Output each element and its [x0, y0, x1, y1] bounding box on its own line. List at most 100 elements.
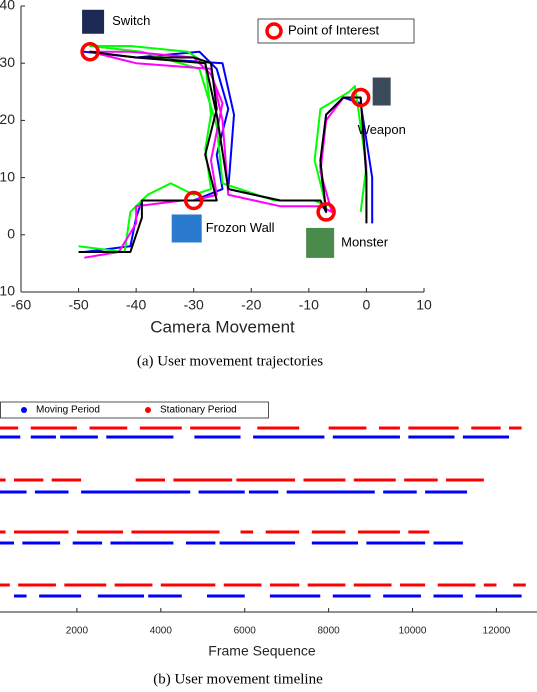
- period-segment: [220, 542, 296, 545]
- period-segment: [140, 427, 182, 430]
- period-segment: [186, 542, 215, 545]
- period-segment: [31, 436, 56, 439]
- legend-label: Stationary Period: [160, 405, 237, 416]
- x-tick-label: -60: [11, 297, 31, 313]
- legend-label: Moving Period: [36, 405, 100, 416]
- x-tick-label: 8000: [318, 626, 341, 637]
- x-tick-label: -10: [299, 297, 319, 313]
- period-segment: [0, 427, 18, 430]
- period-segment: [329, 427, 367, 430]
- period-segment: [408, 531, 429, 534]
- period-segment: [207, 595, 245, 598]
- period-segment: [0, 542, 14, 545]
- period-segment: [513, 584, 526, 587]
- period-segment: [270, 595, 320, 598]
- x-tick-label: 4000: [150, 626, 173, 637]
- figure: -60-50-40-30-20-10010-10010203040Camera …: [0, 0, 537, 692]
- x-tick-label: -40: [126, 297, 146, 313]
- period-segment: [39, 595, 81, 598]
- period-segment: [73, 542, 102, 545]
- y-tick-label: 0: [7, 226, 15, 242]
- poi-label: Switch: [112, 13, 150, 28]
- period-segment: [425, 491, 467, 494]
- y-tick-label: 10: [0, 168, 15, 184]
- period-segment: [31, 427, 77, 430]
- period-segment: [14, 595, 27, 598]
- period-segment: [0, 531, 6, 534]
- period-segment: [303, 479, 345, 482]
- period-segment: [0, 479, 6, 482]
- period-segment: [173, 479, 232, 482]
- period-segment: [14, 479, 43, 482]
- period-segment: [463, 436, 509, 439]
- period-segment: [161, 584, 216, 587]
- period-segment: [400, 584, 425, 587]
- caption: (a) User movement trajectories: [137, 353, 323, 369]
- x-tick-label: 0: [363, 297, 371, 313]
- period-segment: [81, 491, 190, 494]
- period-segment: [22, 542, 60, 545]
- period-segment: [266, 531, 300, 534]
- period-segment: [257, 427, 299, 430]
- period-segment: [194, 436, 240, 439]
- period-segment: [404, 479, 438, 482]
- period-segment: [106, 436, 173, 439]
- legend-label: Point of Interest: [288, 22, 379, 37]
- poi-label: Frozon Wall: [206, 220, 275, 235]
- y-tick-label: 20: [0, 111, 15, 127]
- poi-label: Monster: [341, 234, 389, 249]
- period-segment: [64, 584, 106, 587]
- poi-icon: [306, 228, 334, 258]
- period-segment: [383, 595, 421, 598]
- period-segment: [148, 595, 182, 598]
- period-segment: [115, 584, 153, 587]
- period-segment: [60, 436, 98, 439]
- period-segment: [136, 479, 165, 482]
- period-segment: [383, 491, 417, 494]
- period-segment: [333, 436, 400, 439]
- period-segment: [475, 595, 521, 598]
- period-segment: [408, 427, 458, 430]
- period-segment: [438, 584, 476, 587]
- period-segment: [434, 595, 463, 598]
- period-segment: [241, 531, 254, 534]
- period-segment: [354, 584, 392, 587]
- x-tick-label: 10000: [399, 626, 427, 637]
- period-segment: [224, 584, 262, 587]
- period-segment: [308, 584, 346, 587]
- period-segment: [249, 491, 278, 494]
- x-tick-label: 6000: [234, 626, 257, 637]
- period-segment: [366, 542, 425, 545]
- poi-icon: [172, 214, 202, 242]
- poi-icon: [373, 78, 391, 106]
- y-tick-label: -10: [0, 283, 15, 299]
- period-segment: [110, 542, 173, 545]
- poi-label: Weapon: [358, 122, 406, 137]
- x-tick-label: -50: [68, 297, 88, 313]
- period-segment: [199, 491, 245, 494]
- legend-marker: [145, 407, 151, 413]
- period-segment: [287, 491, 375, 494]
- x-tick-label: 2000: [66, 626, 89, 637]
- period-segment: [236, 479, 295, 482]
- x-tick-label: 10: [416, 297, 432, 313]
- period-segment: [312, 531, 346, 534]
- legend-marker: [21, 407, 27, 413]
- period-segment: [434, 542, 463, 545]
- period-segment: [509, 427, 522, 430]
- x-tick-label: 12000: [483, 626, 511, 637]
- period-segment: [190, 427, 240, 430]
- period-segment: [312, 542, 358, 545]
- x-axis-label: Frame Sequence: [208, 643, 316, 659]
- period-segment: [52, 479, 81, 482]
- period-segment: [18, 584, 56, 587]
- period-segment: [471, 427, 500, 430]
- period-segment: [358, 531, 400, 534]
- period-segment: [98, 595, 144, 598]
- period-segment: [484, 584, 497, 587]
- period-segment: [0, 436, 20, 439]
- period-segment: [0, 584, 10, 587]
- period-segment: [333, 595, 371, 598]
- x-axis-label: Camera Movement: [150, 317, 295, 336]
- period-segment: [14, 531, 69, 534]
